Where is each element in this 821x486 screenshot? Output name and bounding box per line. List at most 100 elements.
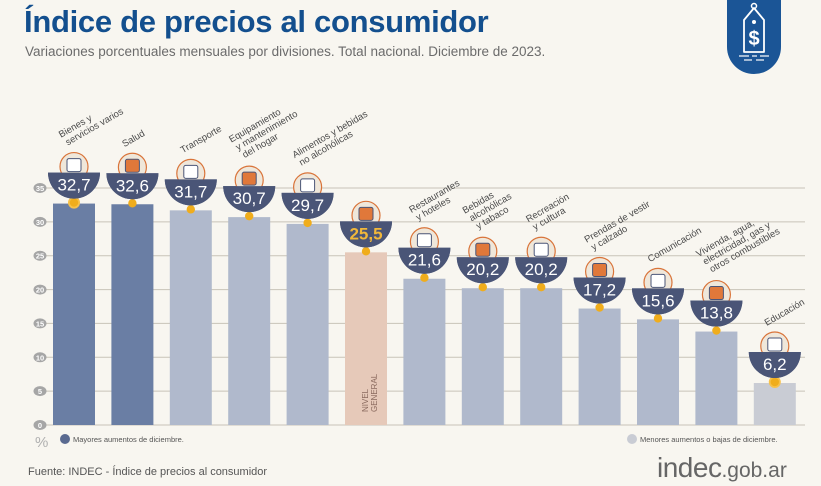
category-label-line: Alimentos y bebidas [291,109,370,161]
bar [286,223,329,425]
y-tick-label: 5 [38,387,42,396]
value-bubble-front [340,221,392,248]
page-title: Índice de precios al consumidor [24,4,489,39]
category-label-line: Comunicación [646,225,704,265]
category-label: Salud [120,128,147,150]
y-tick-label: 25 [36,252,44,261]
svg-text:$: $ [748,28,759,50]
bar [695,331,738,425]
value-label: 15,6 [641,291,674,310]
value-bubble-front [515,257,568,284]
bar-marker [595,303,604,312]
value-label: 17,2 [583,281,616,300]
value-label: 30,7 [233,189,266,208]
value-bubble-front [573,277,626,304]
y-tick-label: 35 [36,184,44,193]
value-label: 20,2 [525,260,558,279]
value-bubble-front [398,247,451,274]
value-label: 31,7 [174,182,207,201]
value-bubble-front [223,186,276,213]
bar [637,319,679,425]
bar-marker [128,199,137,208]
value-bubble-front [48,172,100,199]
y-tick-label: 20 [36,286,44,295]
y-tick-marker [33,284,47,295]
y-tick-marker [33,352,47,363]
bar-marker [653,314,663,323]
legend-high-label: Mayores aumentos de diciembre. [73,434,184,444]
category-label: Bienes yservicios varios [57,97,126,149]
page-subtitle: Variaciones porcentuales mensuales por d… [25,44,546,59]
bar-marker [770,377,779,387]
value-bubble-front [456,257,509,284]
bar [461,288,504,425]
bar-marker [420,273,429,282]
bar-marker [186,205,195,214]
category-label: Prendas de vestiry calzado [583,199,658,254]
legend-high-swatch [60,434,70,444]
value-bubble-front [748,352,801,379]
y-tick-label: 15 [36,319,44,328]
category-label: Comunicación [646,225,704,265]
category-label: NIVELGENERAL [361,373,379,412]
category-label-line: Transporte [179,124,224,156]
bar [111,204,154,425]
price-tag-dollar-icon: $ [739,2,769,61]
bar [53,203,95,425]
legend-low-swatch [627,434,637,444]
value-label: 21,6 [408,251,441,270]
legend-high: Mayores aumentos de diciembre. [60,434,184,444]
bar-marker [303,218,312,228]
category-label-line: Salud [120,128,147,150]
y-tick-label: 10 [36,353,44,362]
y-axis-unit: % [35,434,49,451]
price-tag-badge: $ [727,0,781,74]
category-label: Alimentos y bebidasno alcohólicas [291,109,375,170]
value-label: 29,7 [291,196,324,215]
bar-marker [537,283,546,292]
bar [169,210,212,425]
value-bubble-front [106,173,159,200]
bar-marker [361,247,371,256]
legend-low: Menores aumentos o bajas de diciembre. [627,434,778,444]
y-tick-label: 30 [36,218,44,227]
category-label-line: NIVEL [361,388,370,412]
bar [403,278,446,425]
bar-marker [478,283,487,292]
y-tick-marker [33,216,47,227]
y-tick-marker [33,183,47,193]
category-label-line: GENERAL [370,373,379,412]
value-bubble-front [281,192,334,219]
bar-marker [712,326,721,335]
y-tick-marker [33,318,47,329]
source-note: Fuente: INDEC - Índice de precios al con… [28,466,268,478]
value-bubble-front [690,300,743,327]
category-label: Transporte [179,124,224,156]
value-label: 25,5 [349,224,382,243]
category-label: Vivienda, agua,electricidad, gas yotros … [694,209,782,278]
category-label: Recreacióny cultura [524,192,576,234]
bar [228,217,271,425]
bar [578,308,621,425]
bar-marker [69,198,79,207]
y-tick-marker [33,420,47,430]
category-label: Restaurantesy hoteles [407,178,467,225]
value-bubble-front [164,179,217,206]
value-label: 6,2 [763,355,787,374]
value-label: 13,8 [700,304,733,323]
y-tick-marker [33,250,47,261]
brand-main: indec [657,452,722,483]
category-label: Bebidasalcohólicasy tabaco [461,182,519,233]
bar-marker [245,211,254,221]
brand-suffix: .gob.ar [721,459,787,482]
y-tick-marker [33,386,47,397]
value-label: 20,2 [466,260,499,279]
brand-logo[interactable]: indec.gob.ar [657,452,787,484]
bar [520,288,563,425]
bar [345,252,387,425]
value-label: 32,7 [57,176,90,195]
value-bubble-front [632,288,684,315]
y-tick-label: 0 [38,421,42,430]
bar [753,383,796,425]
